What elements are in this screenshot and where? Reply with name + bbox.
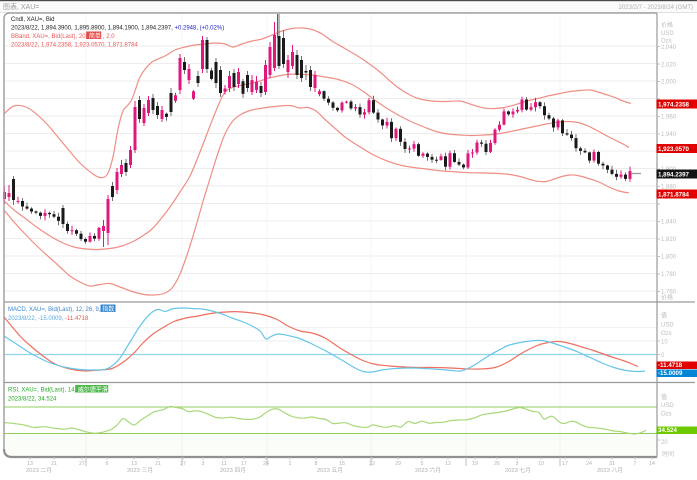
svg-text:6: 6 [106,461,109,467]
svg-text:24: 24 [586,461,592,467]
svg-text:USD: USD [661,323,674,329]
svg-text:8: 8 [315,461,318,467]
svg-text:2023/8/22, -15.0009, -11.4718: 2023/8/22, -15.0009, -11.4718 [8,316,89,322]
svg-text:2023/8/22, 1,974.2358, 1,923.0: 2023/8/22, 1,974.2358, 1,923.0570, 1,871… [11,43,138,49]
svg-text:Cndl, XAU=, Bid: Cndl, XAU=, Bid [11,17,55,23]
svg-text:3: 3 [202,461,205,467]
svg-text:14: 14 [649,461,655,467]
svg-text:USD: USD [661,403,674,409]
svg-text:值: 值 [661,312,667,320]
svg-text:1,840: 1,840 [661,219,677,225]
svg-text:-11.4718: -11.4718 [658,362,683,369]
svg-text:34.524: 34.524 [658,427,677,434]
svg-text:价格: 价格 [661,21,673,29]
svg-text:2023 六月: 2023 六月 [415,466,441,474]
svg-text:2023 八月: 2023 八月 [597,467,623,474]
svg-text:19: 19 [472,461,478,467]
svg-text:15: 15 [339,461,345,467]
svg-text:值: 值 [661,393,667,401]
svg-text:13: 13 [27,461,33,467]
svg-text:5: 5 [421,461,424,467]
svg-text:2023 二月: 2023 二月 [26,467,52,474]
svg-text:1,871.8784: 1,871.8784 [658,192,690,199]
svg-text:26: 26 [494,461,500,467]
svg-text:21: 21 [51,461,57,467]
svg-text:2023/2/7 - 2023/8/24 (GMT): 2023/2/7 - 2023/8/24 (GMT) [619,5,693,11]
svg-text:10: 10 [661,340,668,346]
svg-text:27: 27 [79,461,85,467]
svg-text:27: 27 [180,461,186,467]
svg-text:价格: 价格 [661,294,673,302]
svg-text:20: 20 [661,440,668,446]
svg-text:29: 29 [395,461,401,467]
svg-text:13: 13 [131,461,137,467]
svg-text:2023 五月: 2023 五月 [317,467,343,474]
svg-text:Ozs: Ozs [661,412,672,418]
svg-text:BBand, XAU=, Bid(Last), 20, 简单: BBand, XAU=, Bid(Last), 20, 简单, 2.0 [11,32,115,40]
svg-text:21: 21 [155,461,161,467]
svg-text:17: 17 [562,461,568,467]
svg-text:1,940: 1,940 [661,132,677,138]
svg-text:1,923.0570: 1,923.0570 [658,146,690,153]
svg-text:17: 17 [241,461,247,467]
svg-text:2023/8/22, 1,894.3900, 1,895.8: 2023/8/22, 1,894.3900, 1,895.8900, 1,894… [11,26,224,32]
svg-text:12: 12 [445,461,451,467]
svg-text:2023 四月: 2023 四月 [220,467,246,474]
svg-text:2023 三月: 2023 三月 [127,467,153,474]
svg-text:1,820: 1,820 [661,237,677,243]
svg-text:1: 1 [289,461,292,467]
svg-text:2023/8/22, 34.524: 2023/8/22, 34.524 [8,397,57,403]
svg-text:MACD, XAU=, Bid(Last), 12, 26,: MACD, XAU=, Bid(Last), 12, 26, 9, 指数 [8,305,114,313]
svg-text:1,800: 1,800 [661,254,677,260]
svg-text:1,780: 1,780 [661,272,677,278]
svg-text:2023 七月: 2023 七月 [505,466,531,474]
svg-text:3: 3 [516,461,519,467]
svg-text:RSI, XAU=, Bid(Last), 14, 威尔德平: RSI, XAU=, Bid(Last), 14, 威尔德平滑 [8,386,108,394]
svg-text:31: 31 [609,461,615,467]
svg-text:1,960: 1,960 [661,114,677,120]
svg-text:2,000: 2,000 [661,79,677,85]
svg-text:图表, XAU=: 图表, XAU= [3,2,39,11]
svg-text:11: 11 [221,461,226,467]
svg-text:Ozs: Ozs [661,331,672,337]
svg-text:24: 24 [263,461,269,467]
svg-text:时间: 时间 [662,450,674,458]
svg-text:22: 22 [369,461,375,467]
svg-text:1,894.2397: 1,894.2397 [658,172,690,179]
svg-text:Ozs: Ozs [661,39,672,45]
svg-text:2,040: 2,040 [661,45,677,51]
svg-text:1,974.2358: 1,974.2358 [658,102,690,109]
svg-text:7: 7 [634,461,637,467]
svg-text:-15.0009: -15.0009 [658,370,683,377]
svg-text:1,760: 1,760 [661,289,677,295]
svg-text:10: 10 [538,461,544,467]
svg-text:2,020: 2,020 [661,62,677,68]
svg-text:USD: USD [661,31,674,37]
